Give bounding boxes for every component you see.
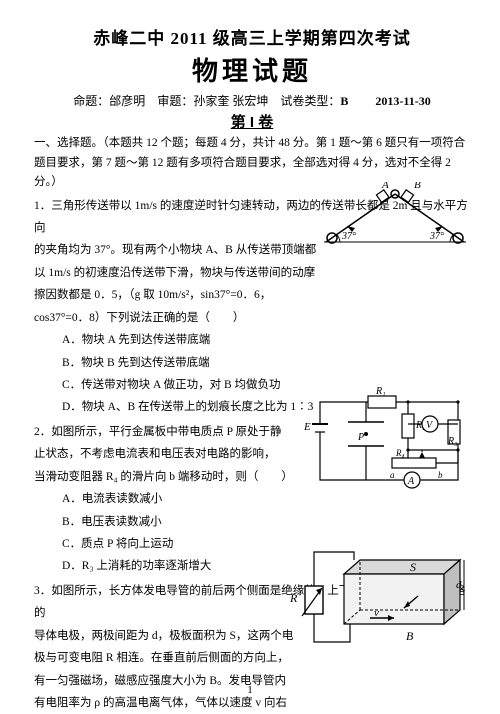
q2-option-b: B．电压表读数减小 xyxy=(34,511,470,533)
fig1-label-b: B xyxy=(414,182,421,191)
fig3-b: B xyxy=(406,629,414,643)
fig3-r: R xyxy=(289,591,298,605)
page-number: 1 xyxy=(0,684,500,696)
figure-1: A B 37° 37° xyxy=(322,182,468,254)
fig2-r3: R₃ xyxy=(447,436,458,447)
fig2-p: P xyxy=(357,432,364,443)
paper-type-value: B xyxy=(340,94,348,108)
exam-date: 2013-11-30 xyxy=(375,94,430,108)
fig2-r4: R₄ xyxy=(395,448,405,458)
figure-2: R₁ A E P R₂ V R₃ a b R₄ xyxy=(298,384,468,494)
school-title: 赤峰二中 2011 级高三上学期第四次考试 xyxy=(34,24,470,49)
q1-option-a: A．物块 A 先到达传送带底端 xyxy=(34,329,470,351)
fig2-ammeter: A xyxy=(407,476,415,487)
paper-type-label: 试卷类型： xyxy=(280,94,340,108)
fig3-s: S xyxy=(410,560,416,574)
q1-line5: cos37°=0．8）下列说法正确的是（ ） xyxy=(34,307,470,329)
fig2-r1: R₁ xyxy=(375,386,386,397)
meta-line: 命题：邰彦明 审题：孙家奎 张宏坤 试卷类型：B 2013-11-30 xyxy=(34,92,470,109)
reviewer-label: 审题： xyxy=(157,94,193,108)
figure-3: S d v B R xyxy=(284,546,468,654)
q1-option-b: B．物块 B 先到达传送带底端 xyxy=(34,352,470,374)
fig3-d: d xyxy=(456,579,462,591)
section-label: 第 I 卷 xyxy=(34,111,470,132)
fig2-a-end: a xyxy=(390,470,395,480)
q1-line3: 以 1m/s 的初速度沿传送带下滑，物块与传送带间的动摩 xyxy=(34,262,470,284)
author-label: 命题： xyxy=(73,94,109,108)
fig1-label-a: A xyxy=(381,182,389,191)
fig1-angle-right: 37° xyxy=(429,231,444,242)
author-name: 邰彦明 xyxy=(109,94,145,108)
reviewer-names: 孙家奎 张宏坤 xyxy=(193,94,268,108)
fig2-e: E xyxy=(303,421,311,433)
fig3-v: v xyxy=(374,607,379,619)
fig1-angle-left: 37° xyxy=(341,231,356,242)
q1-line4: 擦因数都是 0．5，（g 取 10m/s²，sin37°=0．6， xyxy=(34,284,470,306)
fig2-b-end: b xyxy=(438,470,443,480)
subject-title: 物理试题 xyxy=(34,51,470,88)
